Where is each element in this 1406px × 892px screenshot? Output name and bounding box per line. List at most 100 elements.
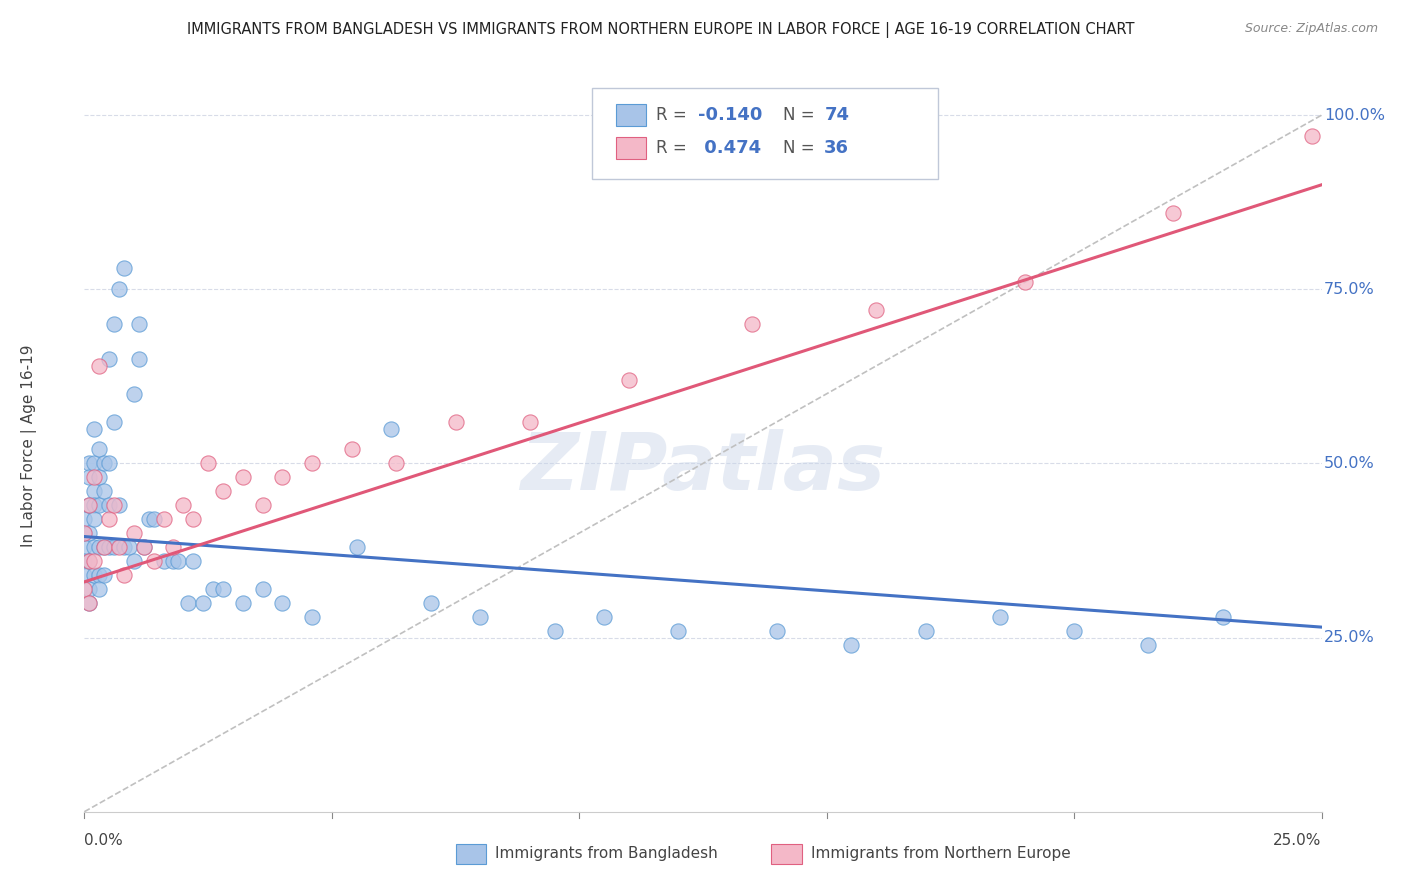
Text: IMMIGRANTS FROM BANGLADESH VS IMMIGRANTS FROM NORTHERN EUROPE IN LABOR FORCE | A: IMMIGRANTS FROM BANGLADESH VS IMMIGRANTS…: [187, 22, 1135, 38]
Point: [167, 554, 190, 568]
Point: [914, 624, 936, 638]
Point: [1212, 609, 1234, 624]
Bar: [456, 844, 486, 864]
Point: [271, 470, 294, 484]
Point: [93, 567, 115, 582]
Point: [741, 317, 763, 331]
Text: -0.140: -0.140: [697, 106, 762, 124]
Point: [79, 498, 101, 512]
Text: 0.474: 0.474: [697, 138, 761, 157]
Text: 74: 74: [824, 106, 849, 124]
Point: [89, 582, 111, 596]
Point: [666, 624, 689, 638]
Point: [79, 498, 101, 512]
Point: [346, 540, 368, 554]
Point: [122, 526, 145, 541]
Text: 25.0%: 25.0%: [1324, 630, 1375, 645]
Point: [865, 303, 887, 318]
Point: [128, 351, 150, 366]
Point: [162, 540, 184, 554]
Point: [1063, 624, 1085, 638]
Point: [98, 512, 121, 526]
Point: [83, 540, 105, 554]
Point: [232, 596, 254, 610]
Point: [83, 554, 105, 568]
Point: [79, 582, 101, 596]
Point: [1137, 638, 1160, 652]
Point: [1161, 205, 1184, 219]
Point: [132, 540, 155, 554]
Text: R =: R =: [657, 106, 692, 124]
Point: [118, 540, 141, 554]
Point: [385, 457, 408, 471]
Point: [83, 512, 105, 526]
Point: [122, 386, 145, 401]
Point: [112, 567, 135, 582]
Point: [79, 457, 101, 471]
Point: [83, 421, 105, 435]
Point: [181, 554, 204, 568]
Point: [181, 512, 204, 526]
Point: [191, 596, 214, 610]
Point: [89, 567, 111, 582]
Point: [271, 596, 294, 610]
Text: ZIPatlas: ZIPatlas: [520, 429, 886, 507]
Point: [202, 582, 225, 596]
FancyBboxPatch shape: [592, 87, 938, 179]
Text: 75.0%: 75.0%: [1324, 282, 1375, 297]
Point: [108, 540, 131, 554]
Point: [1014, 275, 1036, 289]
Point: [1301, 128, 1323, 143]
Point: [138, 512, 160, 526]
Point: [112, 540, 135, 554]
Point: [98, 351, 121, 366]
Point: [301, 457, 323, 471]
Point: [212, 582, 235, 596]
Point: [83, 457, 105, 471]
Point: [89, 359, 111, 373]
Point: [98, 540, 121, 554]
Bar: [616, 104, 647, 127]
Bar: [770, 844, 801, 864]
Bar: [616, 136, 647, 159]
Point: [470, 609, 492, 624]
Point: [79, 526, 101, 541]
Text: 0.0%: 0.0%: [84, 832, 124, 847]
Point: [301, 609, 323, 624]
Point: [108, 498, 131, 512]
Point: [103, 498, 125, 512]
Point: [79, 554, 101, 568]
Text: Source: ZipAtlas.com: Source: ZipAtlas.com: [1244, 22, 1378, 36]
Point: [79, 554, 101, 568]
Point: [83, 484, 105, 499]
Point: [132, 540, 155, 554]
Point: [142, 554, 165, 568]
Text: 100.0%: 100.0%: [1324, 108, 1385, 122]
Point: [89, 540, 111, 554]
Point: [197, 457, 219, 471]
Point: [617, 373, 640, 387]
Point: [73, 567, 96, 582]
Point: [79, 596, 101, 610]
Point: [73, 526, 96, 541]
Point: [89, 442, 111, 457]
Text: R =: R =: [657, 138, 692, 157]
Point: [73, 512, 96, 526]
Point: [122, 554, 145, 568]
Point: [83, 498, 105, 512]
Point: [79, 470, 101, 484]
Point: [543, 624, 565, 638]
Point: [98, 498, 121, 512]
Point: [177, 596, 200, 610]
Point: [83, 470, 105, 484]
Point: [73, 540, 96, 554]
Text: 25.0%: 25.0%: [1274, 832, 1322, 847]
Point: [252, 582, 274, 596]
Point: [103, 317, 125, 331]
Point: [212, 484, 235, 499]
Point: [108, 282, 131, 296]
Point: [152, 512, 174, 526]
Point: [73, 554, 96, 568]
Point: [89, 498, 111, 512]
Text: In Labor Force | Age 16-19: In Labor Force | Age 16-19: [21, 344, 37, 548]
